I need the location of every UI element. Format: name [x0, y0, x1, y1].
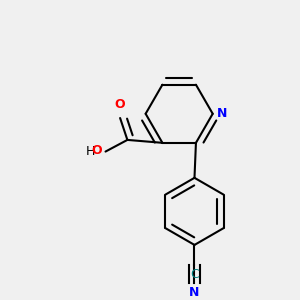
Text: C: C — [190, 268, 199, 281]
Text: O: O — [92, 145, 102, 158]
Text: H: H — [86, 145, 95, 158]
Text: N: N — [217, 107, 227, 120]
Text: O: O — [115, 98, 125, 111]
Text: N: N — [189, 286, 200, 299]
